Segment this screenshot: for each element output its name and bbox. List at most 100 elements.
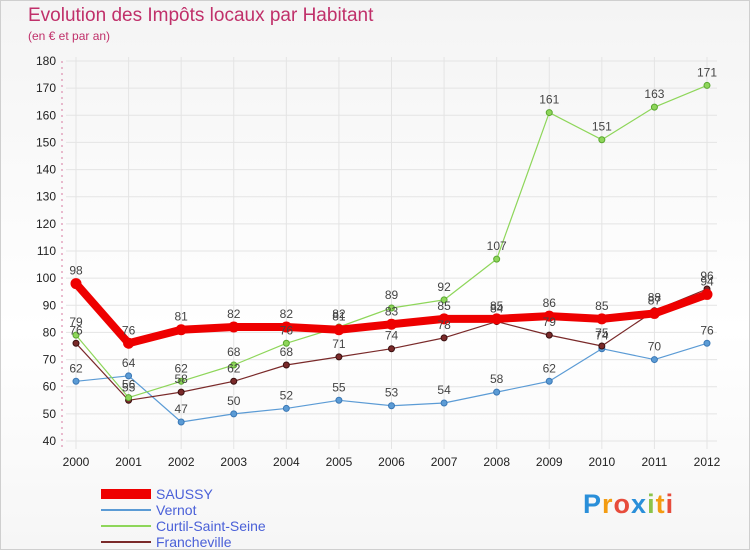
data-label: 85 [595,299,609,313]
data-label: 74 [385,329,399,343]
data-label: 55 [332,380,346,394]
logo-letter: t [655,489,666,519]
data-point [72,331,80,339]
data-point [493,388,501,396]
proxiti-logo: Proxiti [583,489,674,520]
data-label: 82 [227,307,241,321]
x-tick-label: 2006 [378,455,405,469]
x-tick-label: 2005 [326,455,353,469]
data-label: 62 [69,361,83,375]
data-point [230,377,238,385]
data-point [333,324,345,336]
data-point [650,103,658,111]
data-label: 76 [700,323,714,337]
data-label: 58 [490,372,504,386]
data-label: 82 [280,307,294,321]
legend-item-curtil-saint-seine: Curtil-Saint-Seine [101,518,361,534]
logo-letter: P [583,489,603,519]
data-point [438,313,450,325]
logo-letter: r [602,489,614,519]
legend-swatch-curtil-saint-seine [101,525,151,527]
legend: SAUSSY Vernot Curtil-Saint-Seine Franche… [101,486,361,550]
data-point [177,418,185,426]
legend-label-vernot: Vernot [156,502,197,518]
data-point [125,394,133,402]
data-point [70,278,82,290]
x-tick-label: 2001 [115,455,142,469]
logo-letter: i [665,489,675,519]
data-label: 151 [592,120,612,134]
data-point [177,377,185,385]
y-tick-label: 110 [37,244,56,258]
legend-item-saussy: SAUSSY [101,486,361,502]
data-point [230,361,238,369]
data-point [335,353,343,361]
data-label: 70 [648,340,662,354]
logo-letter: x [631,489,648,519]
x-tick-label: 2007 [431,455,458,469]
y-tick-label: 60 [43,380,57,394]
data-point [123,337,135,349]
x-tick-label: 2012 [694,455,721,469]
y-tick-label: 70 [43,353,57,367]
legend-item-vernot: Vernot [101,502,361,518]
data-point [282,404,290,412]
legend-swatch-vernot [101,509,151,511]
data-label: 85 [490,299,504,313]
data-label: 96 [700,269,714,283]
y-tick-label: 90 [43,298,57,312]
data-point [177,388,185,396]
data-label: 87 [648,293,662,307]
data-point [125,372,133,380]
legend-label-saussy: SAUSSY [156,486,213,502]
data-label: 71 [332,337,346,351]
data-label: 94 [700,274,714,288]
data-label: 78 [437,318,451,332]
data-label: 81 [332,310,346,324]
data-label: 68 [280,345,294,359]
chart-subtitle: (en € et par an) [28,29,111,43]
data-point [175,324,187,336]
data-label: 88 [648,291,662,305]
x-tick-label: 2004 [273,455,300,469]
data-point [543,310,555,322]
data-label: 50 [227,394,241,408]
data-label: 79 [69,315,83,329]
data-point [648,307,660,319]
data-label: 79 [543,315,557,329]
legend-label-francheville: Francheville [156,534,232,550]
data-label: 62 [543,361,557,375]
legend-swatch-francheville [101,541,151,543]
x-tick-label: 2003 [220,455,247,469]
data-label: 47 [174,402,188,416]
x-tick-label: 2011 [642,455,668,469]
logo-letter: o [613,489,632,519]
data-point [280,321,292,333]
data-point [650,356,658,364]
data-label: 62 [227,361,241,375]
data-label: 76 [69,323,83,337]
data-point [388,402,395,410]
y-tick-label: 140 [36,163,56,177]
x-tick-label: 2009 [536,455,563,469]
data-point [545,377,553,385]
y-tick-label: 130 [36,190,56,204]
logo-letter: i [647,489,656,519]
data-label: 89 [385,288,399,302]
data-point [230,410,238,418]
data-label: 53 [385,386,399,400]
data-label: 107 [487,239,507,253]
data-label: 58 [174,372,188,386]
y-tick-label: 180 [36,54,56,68]
x-tick-label: 2010 [588,455,615,469]
y-tick-label: 50 [43,407,57,421]
data-label: 92 [437,280,451,294]
legend-item-francheville: Francheville [101,534,361,550]
y-tick-label: 160 [36,108,56,122]
data-label: 64 [122,356,136,370]
data-point [440,296,448,304]
data-point [545,109,553,117]
data-label: 98 [69,264,83,278]
data-label: 52 [280,388,294,402]
